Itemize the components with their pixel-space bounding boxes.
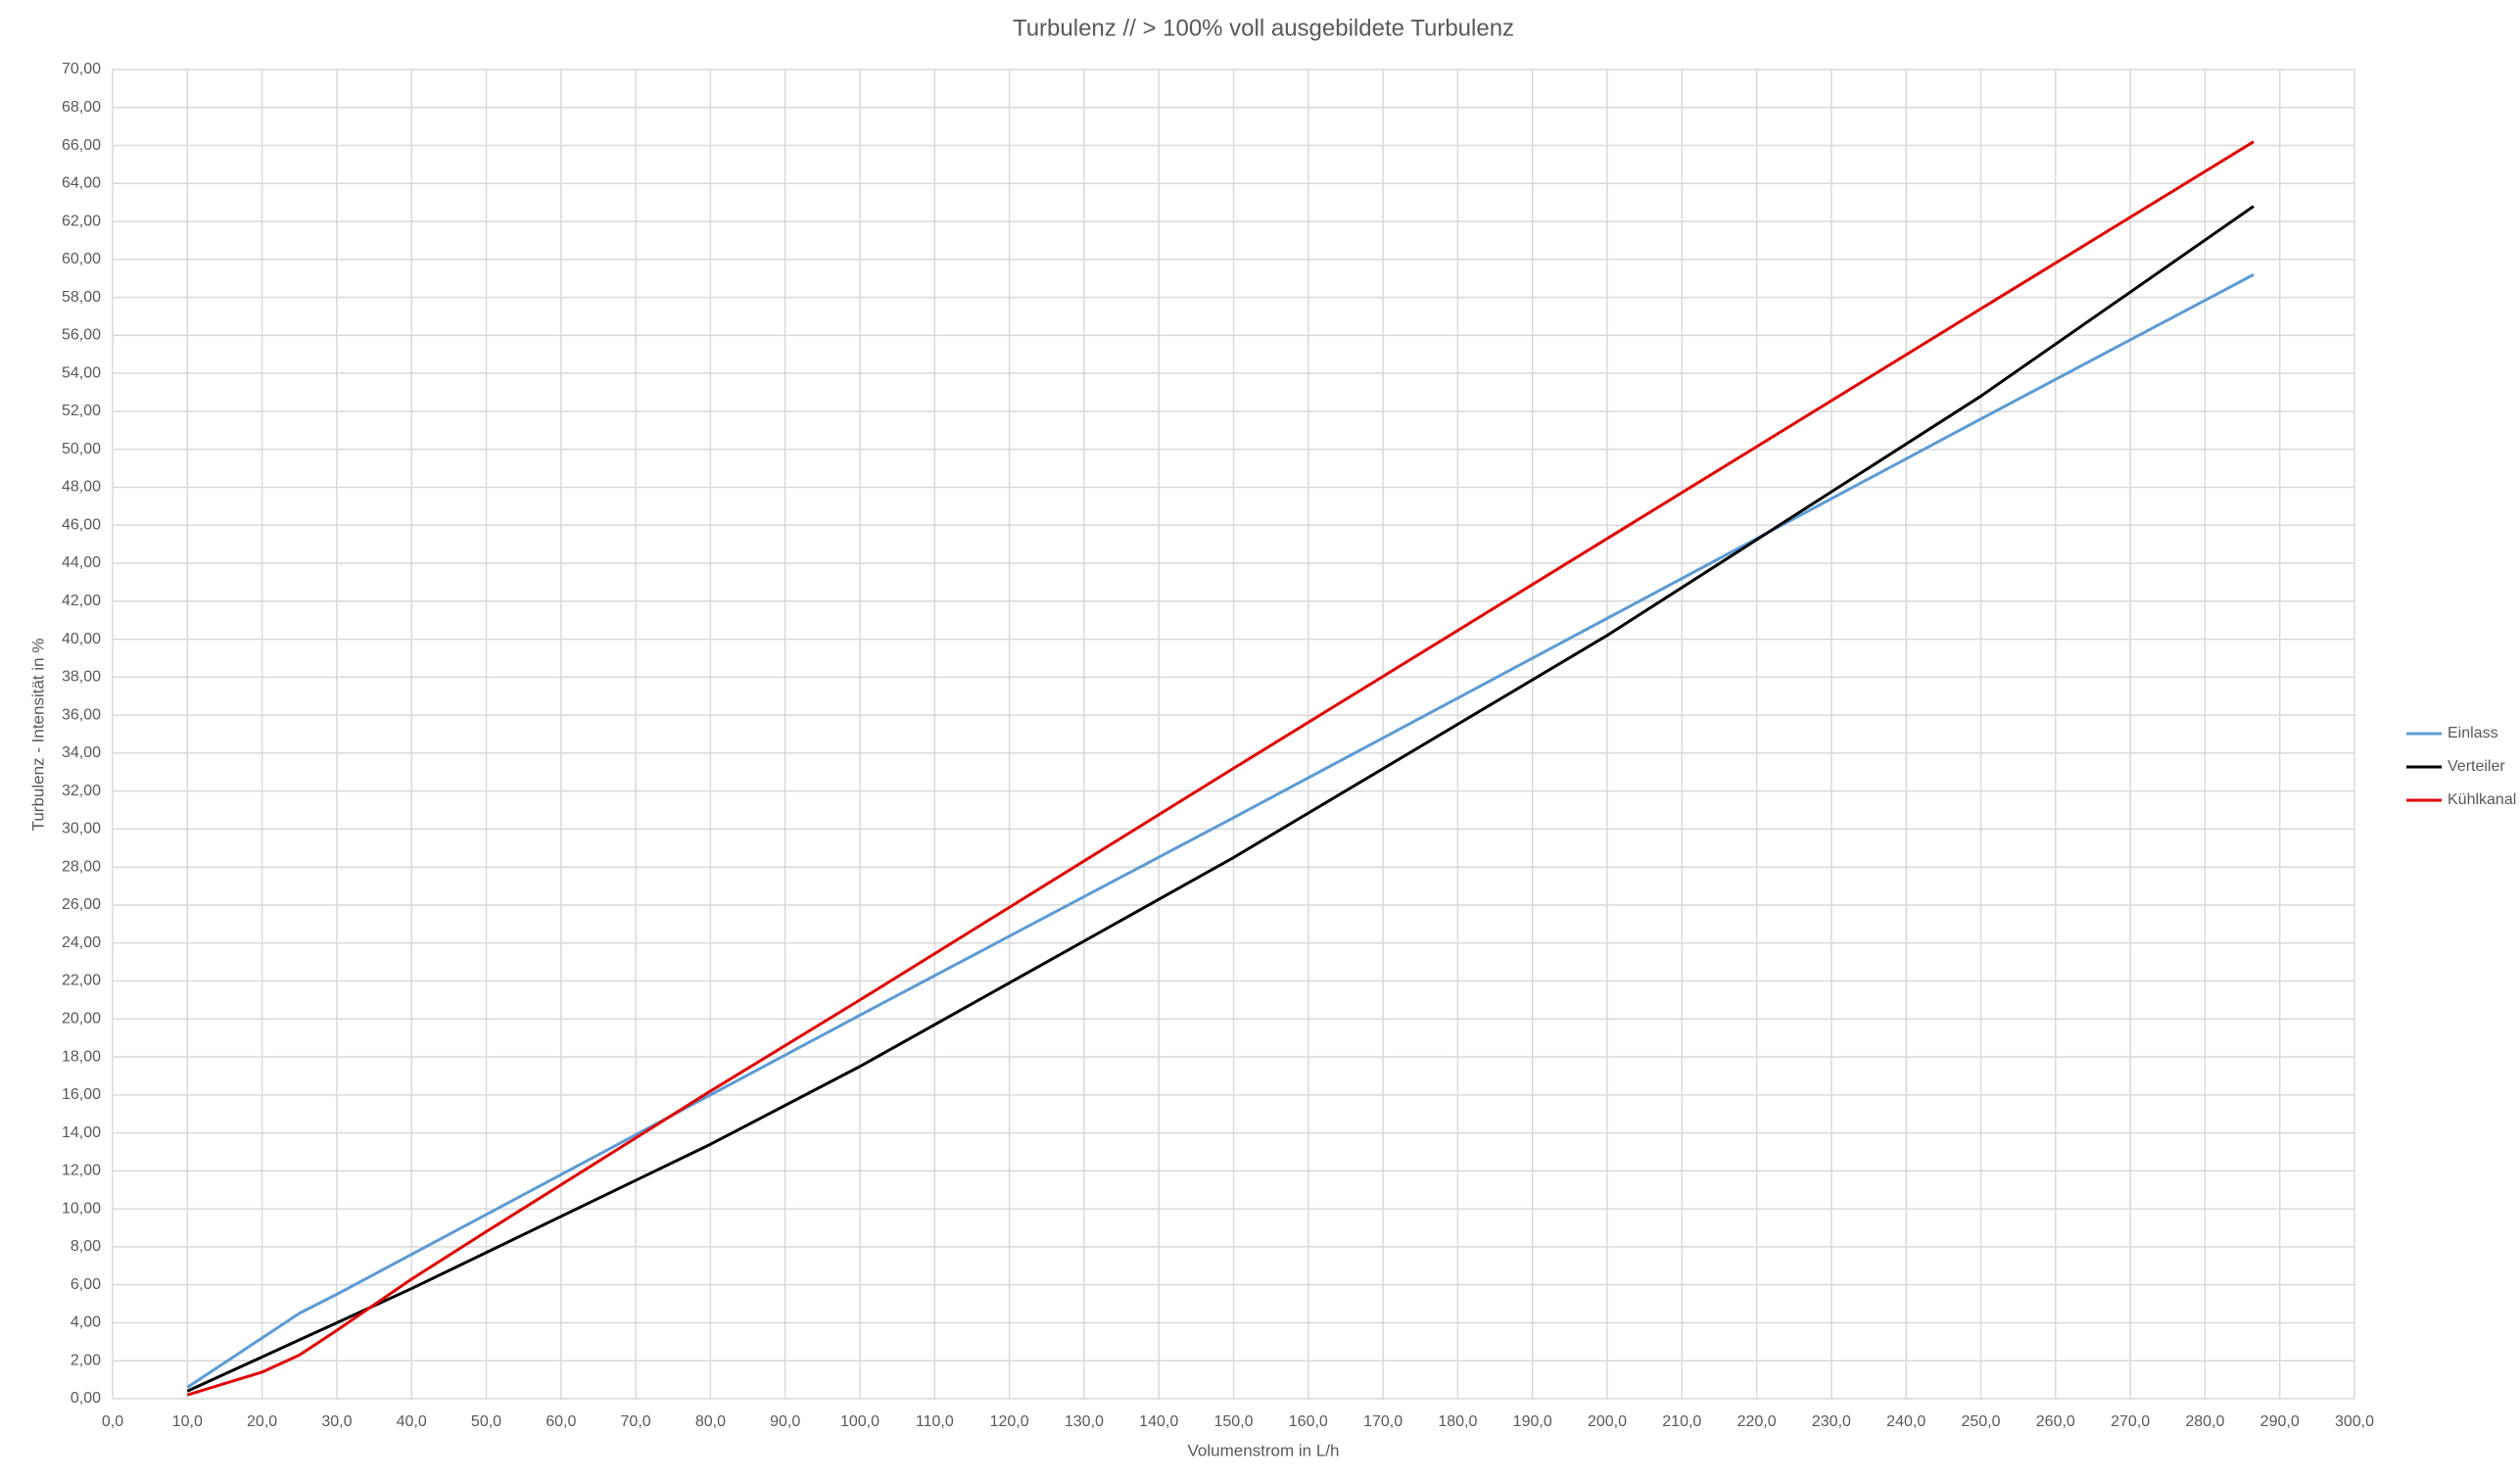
x-tick-label: 10,0: [172, 1413, 203, 1430]
y-tick-label: 0,00: [71, 1390, 101, 1407]
y-tick-label: 38,00: [62, 669, 101, 686]
y-tick-label: 44,00: [62, 554, 101, 571]
y-tick-label: 2,00: [71, 1352, 101, 1368]
x-tick-label: 250,0: [1961, 1413, 2000, 1430]
y-tick-label: 26,00: [62, 896, 101, 913]
y-tick-label: 8,00: [71, 1238, 101, 1255]
x-tick-label: 0,0: [102, 1413, 123, 1430]
x-tick-label: 230,0: [1812, 1413, 1851, 1430]
x-tick-label: 200,0: [1588, 1413, 1627, 1430]
y-tick-label: 50,00: [62, 441, 101, 457]
y-tick-label: 70,00: [62, 61, 101, 77]
y-tick-label: 12,00: [62, 1163, 101, 1179]
x-tick-label: 90,0: [770, 1413, 800, 1430]
legend-label: Einlass: [2448, 725, 2498, 741]
x-tick-label: 110,0: [916, 1413, 954, 1430]
y-tick-label: 36,00: [62, 706, 101, 723]
x-tick-label: 70,0: [621, 1413, 651, 1430]
y-tick-label: 22,00: [62, 973, 101, 989]
y-tick-label: 32,00: [62, 783, 101, 799]
x-tick-label: 160,0: [1289, 1413, 1328, 1430]
y-tick-label: 24,00: [62, 934, 101, 951]
y-tick-label: 34,00: [62, 744, 101, 761]
x-tick-label: 190,0: [1513, 1413, 1552, 1430]
x-tick-label: 260,0: [2036, 1413, 2075, 1430]
x-tick-label: 130,0: [1065, 1413, 1104, 1430]
y-tick-label: 58,00: [62, 289, 101, 306]
data-line: [186, 273, 2255, 1389]
y-tick-label: 42,00: [62, 593, 101, 609]
y-tick-label: 40,00: [62, 631, 101, 647]
x-tick-label: 270,0: [2111, 1413, 2150, 1430]
y-tick-label: 46,00: [62, 516, 101, 533]
x-tick-label: 290,0: [2260, 1413, 2300, 1430]
x-tick-label: 20,0: [247, 1413, 277, 1430]
y-tick-label: 68,00: [62, 99, 101, 116]
y-tick-label: 4,00: [71, 1314, 101, 1331]
y-tick-label: 62,00: [62, 213, 101, 229]
y-axis-title: Turbulenz - Intensität in %: [28, 639, 47, 832]
x-tick-label: 30,0: [321, 1413, 352, 1430]
x-tick-label: 100,0: [840, 1413, 880, 1430]
x-tick-label: 150,0: [1213, 1413, 1253, 1430]
x-tick-label: 220,0: [1737, 1413, 1777, 1430]
legend-label: Kühlkanal: [2448, 791, 2516, 808]
y-tick-label: 48,00: [62, 479, 101, 496]
y-tick-label: 14,00: [62, 1124, 101, 1141]
x-tick-label: 300,0: [2335, 1413, 2374, 1430]
x-tick-label: 50,0: [471, 1413, 501, 1430]
x-tick-label: 80,0: [695, 1413, 726, 1430]
x-tick-label: 280,0: [2185, 1413, 2224, 1430]
y-tick-label: 6,00: [71, 1276, 101, 1293]
y-tick-label: 54,00: [62, 364, 101, 381]
data-line: [186, 205, 2255, 1393]
y-tick-label: 18,00: [62, 1048, 101, 1065]
y-tick-label: 66,00: [62, 137, 101, 154]
y-tick-label: 20,00: [62, 1011, 101, 1027]
x-tick-label: 170,0: [1363, 1413, 1403, 1430]
x-tick-label: 120,0: [990, 1413, 1029, 1430]
chart-title: Turbulenz // > 100% voll ausgebildete Tu…: [1013, 15, 1514, 41]
y-tick-label: 30,00: [62, 821, 101, 837]
y-tick-label: 28,00: [62, 858, 101, 875]
x-tick-label: 40,0: [397, 1413, 427, 1430]
y-tick-label: 56,00: [62, 327, 101, 344]
y-tick-label: 52,00: [62, 403, 101, 419]
x-tick-label: 140,0: [1139, 1413, 1178, 1430]
x-axis-title: Volumenstrom in L/h: [1188, 1441, 1340, 1459]
x-tick-label: 240,0: [1886, 1413, 1926, 1430]
data-line: [186, 140, 2255, 1397]
legend-label: Verteiler: [2448, 758, 2505, 775]
x-tick-label: 60,0: [546, 1413, 576, 1430]
y-tick-label: 60,00: [62, 251, 101, 267]
y-tick-label: 64,00: [62, 175, 101, 192]
x-tick-label: 210,0: [1662, 1413, 1701, 1430]
x-tick-label: 180,0: [1438, 1413, 1477, 1430]
y-tick-label: 16,00: [62, 1086, 101, 1103]
y-tick-label: 10,00: [62, 1200, 101, 1217]
